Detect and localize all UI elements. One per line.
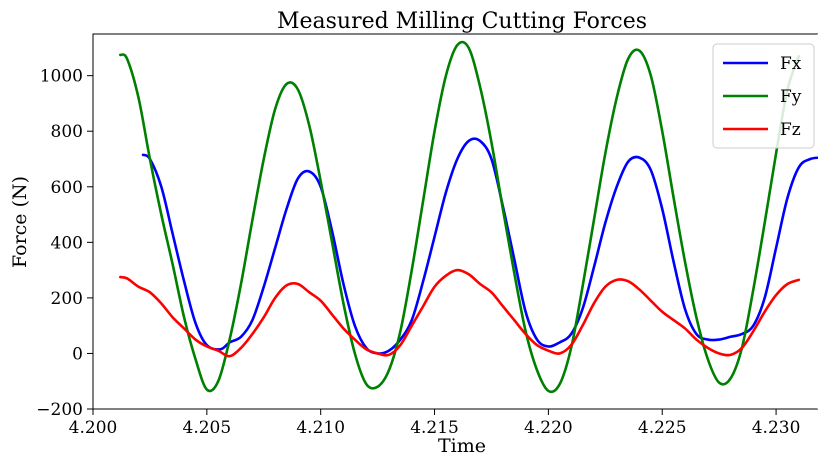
x-tick-label: 4.210 (296, 418, 345, 438)
x-tick-label: 4.225 (638, 418, 687, 438)
plot-area (92, 33, 818, 410)
chart-title: Measured Milling Cutting Forces (277, 9, 647, 34)
series-line-fx (141, 137, 818, 355)
y-tick-label: 200 (51, 289, 83, 309)
x-tick-label: 4.200 (69, 418, 118, 438)
y-tick-label: 1000 (40, 67, 83, 87)
y-tick-label: 400 (51, 233, 83, 253)
y-tick-label: 600 (51, 178, 83, 198)
legend: Fx Fy Fz (712, 43, 815, 149)
legend-label-fz: Fz (780, 120, 801, 140)
x-tick-label: 4.230 (752, 418, 801, 438)
y-tick-label: 800 (51, 122, 83, 142)
series-layer (119, 40, 818, 394)
x-axis-label: Time (438, 435, 486, 457)
y-axis-label: Force (N) (9, 176, 31, 268)
x-tick-label: 4.220 (524, 418, 573, 438)
legend-label-fx: Fx (780, 54, 802, 74)
y-axis: −200 0 200 400 600 800 1000 (36, 67, 93, 420)
series-line-fy (119, 40, 801, 394)
y-tick-label: 0 (72, 344, 83, 364)
y-tick-label: −200 (36, 400, 83, 420)
x-tick-label: 4.215 (410, 418, 459, 438)
legend-label-fy: Fy (780, 87, 802, 107)
x-axis: 4.200 4.205 4.210 4.215 4.220 4.225 4.230 (69, 409, 801, 438)
x-tick-label: 4.205 (183, 418, 232, 438)
series-line-fz (119, 268, 801, 358)
